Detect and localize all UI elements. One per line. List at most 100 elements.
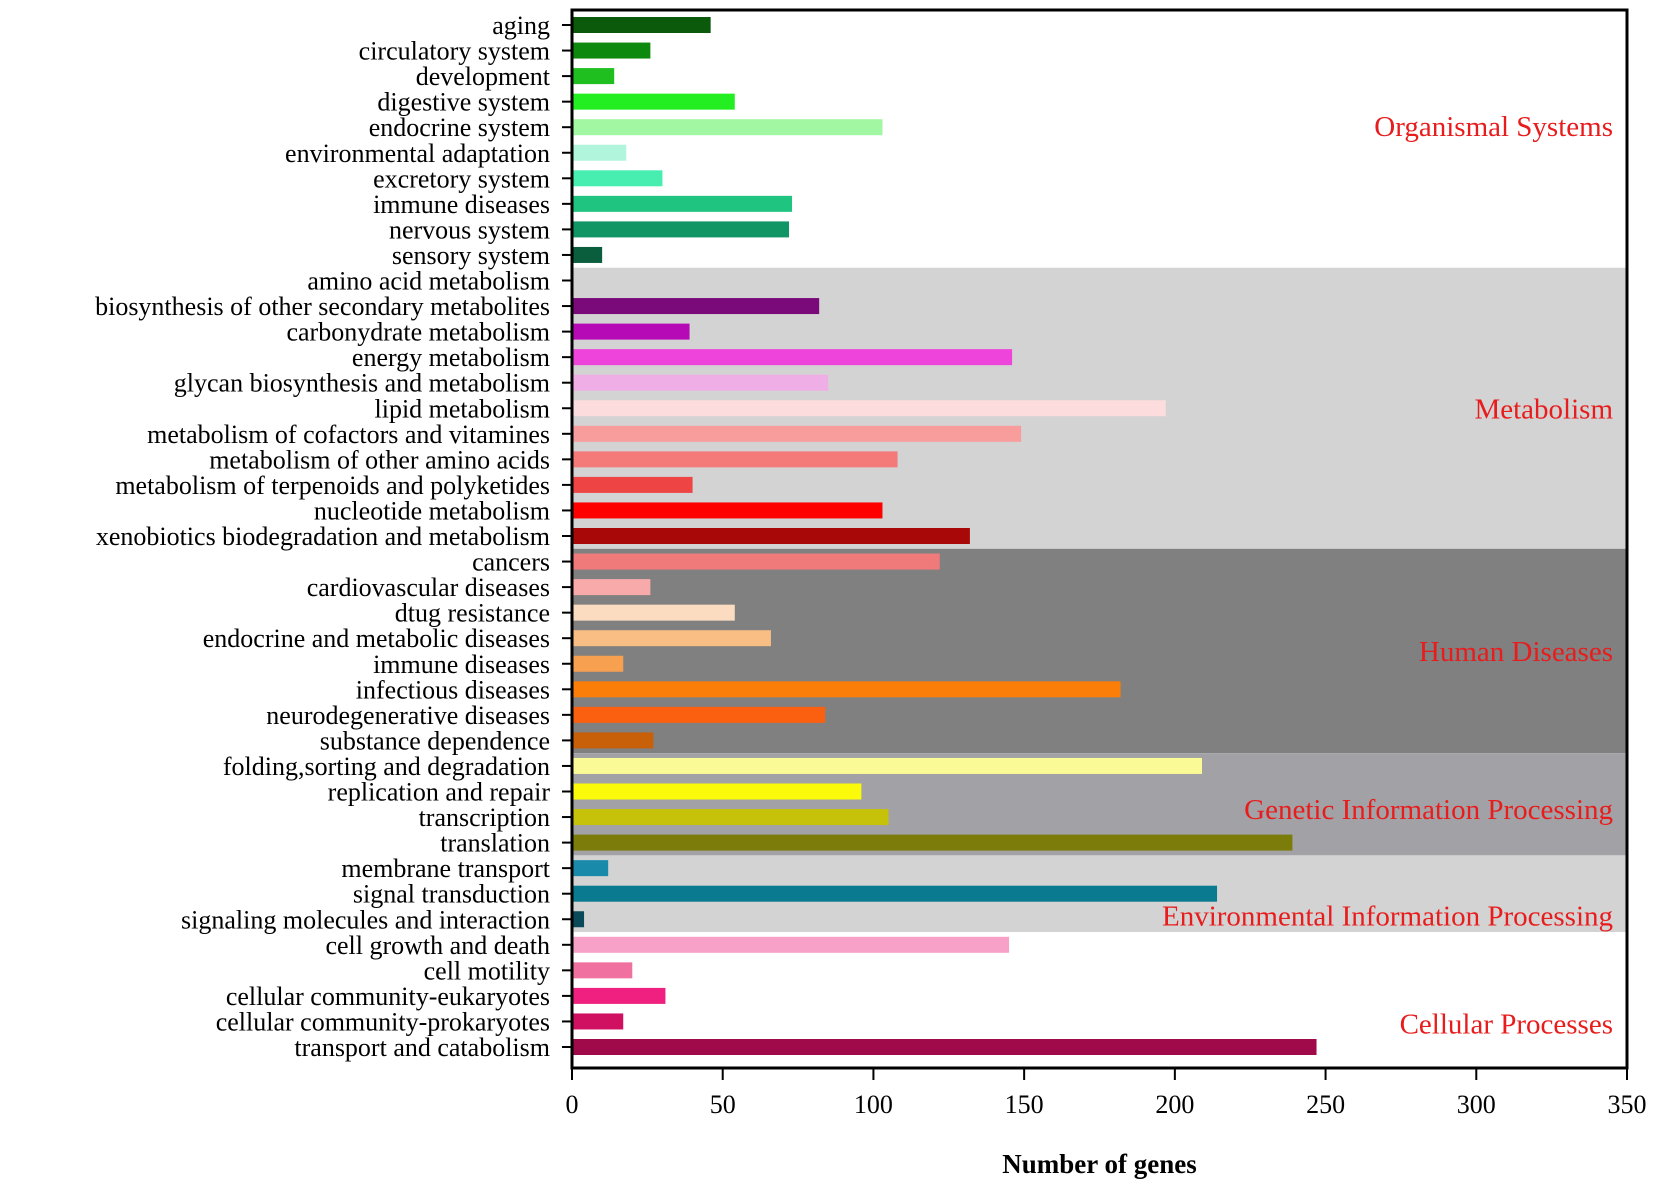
bar — [572, 630, 771, 647]
bar — [572, 119, 883, 136]
category-label: aging — [492, 11, 550, 40]
x-tick-label: 50 — [710, 1090, 736, 1119]
bar — [572, 757, 1202, 774]
x-tick-label: 0 — [566, 1090, 579, 1119]
category-label: excretory system — [373, 164, 550, 193]
bar — [572, 732, 654, 749]
bar — [572, 681, 1121, 698]
category-label: infectious diseases — [356, 675, 550, 704]
group-labels: Organismal Systems Metabolism Human Diseas… — [1162, 111, 1613, 1040]
group-label: Organismal Systems — [1374, 111, 1613, 143]
category-label: metabolism of cofactors and vitamines — [147, 420, 550, 449]
bar — [572, 706, 826, 723]
bar — [572, 374, 829, 391]
plot-frame — [570, 8, 1629, 1070]
bar — [572, 936, 1010, 953]
bar — [572, 1013, 624, 1030]
category-label: cardiovascular diseases — [307, 573, 550, 602]
bars — [572, 17, 1317, 1055]
category-label: signal transduction — [353, 880, 550, 909]
bar — [572, 987, 666, 1004]
category-label: replication and repair — [328, 778, 551, 807]
bar — [572, 604, 735, 621]
category-label: translation — [440, 829, 550, 858]
x-tick-label: 200 — [1155, 1090, 1194, 1119]
bar — [572, 860, 609, 877]
category-label: folding,sorting and degradation — [223, 752, 550, 781]
category-label: circulatory system — [359, 37, 550, 66]
category-label: development — [416, 62, 551, 91]
group-label: Metabolism — [1474, 393, 1613, 425]
category-label: cellular community-eukaryotes — [226, 982, 550, 1011]
bar — [572, 451, 898, 468]
category-label: xenobiotics biodegradation and metabolis… — [96, 522, 550, 551]
category-label: neurodegenerative diseases — [266, 701, 550, 730]
bar — [572, 809, 889, 826]
bar — [572, 298, 820, 315]
category-label: signaling molecules and interaction — [181, 905, 550, 934]
category-label: endocrine system — [369, 113, 550, 142]
category-label: transcription — [419, 803, 550, 832]
category-label: substance dependence — [320, 726, 550, 755]
x-tick-label: 350 — [1608, 1090, 1647, 1119]
group-label: Genetic Information Processing — [1244, 794, 1613, 826]
bar — [572, 553, 940, 570]
axes: 0 50 100 150 200 250 300 350 — [562, 8, 1647, 1119]
bar — [572, 221, 790, 238]
bar — [572, 1039, 1317, 1055]
category-label: carbonydrate metabolism — [286, 318, 550, 347]
category-label: sensory system — [392, 241, 550, 270]
bar — [572, 246, 603, 263]
group-label: Environmental Information Processing — [1162, 900, 1613, 932]
bar — [572, 144, 627, 161]
category-label: cell growth and death — [325, 931, 550, 960]
category-label: lipid metabolism — [375, 394, 551, 423]
bar — [572, 962, 633, 979]
category-label: nucleotide metabolism — [314, 496, 550, 525]
category-label: cell motility — [424, 956, 550, 985]
x-tick-label: 150 — [1005, 1090, 1044, 1119]
category-label: metabolism of other amino acids — [209, 445, 550, 474]
category-label: transport and catabolism — [294, 1033, 550, 1062]
x-axis-title: Number of genes — [1002, 1149, 1196, 1179]
category-label: digestive system — [377, 88, 550, 117]
bar — [572, 579, 651, 596]
category-label: membrane transport — [341, 854, 550, 883]
category-label: immune diseases — [373, 190, 550, 219]
category-label: cancers — [472, 548, 550, 577]
bar — [572, 170, 663, 187]
bar — [572, 425, 1022, 442]
bar — [572, 528, 970, 544]
x-tick-label: 100 — [854, 1090, 893, 1119]
x-tick-label: 300 — [1457, 1090, 1496, 1119]
bar — [572, 834, 1293, 851]
group-label: Human Diseases — [1419, 636, 1613, 668]
bar — [572, 655, 624, 672]
group-label: Cellular Processes — [1400, 1008, 1613, 1040]
category-label: amino acid metabolism — [307, 267, 550, 296]
bar — [572, 400, 1166, 417]
category-label: glycan biosynthesis and metabolism — [174, 369, 550, 398]
bar — [572, 783, 862, 800]
category-label: environmental adaptation — [285, 139, 550, 168]
bar — [572, 349, 1013, 366]
category-label: energy metabolism — [352, 343, 550, 372]
bar — [572, 93, 735, 110]
x-tick-label: 250 — [1306, 1090, 1345, 1119]
category-label: immune diseases — [373, 650, 550, 679]
category-label: endocrine and metabolic diseases — [203, 624, 550, 653]
category-label: dtug resistance — [395, 599, 550, 628]
bar — [572, 476, 693, 493]
bar — [572, 17, 711, 33]
bar — [572, 195, 793, 212]
bar — [572, 68, 615, 85]
category-label: biosynthesis of other secondary metaboli… — [95, 292, 550, 321]
bar — [572, 885, 1218, 902]
bar — [572, 911, 585, 928]
category-label: nervous system — [389, 215, 550, 244]
bar — [572, 323, 690, 340]
category-label: cellular community-prokaryotes — [216, 1007, 550, 1036]
